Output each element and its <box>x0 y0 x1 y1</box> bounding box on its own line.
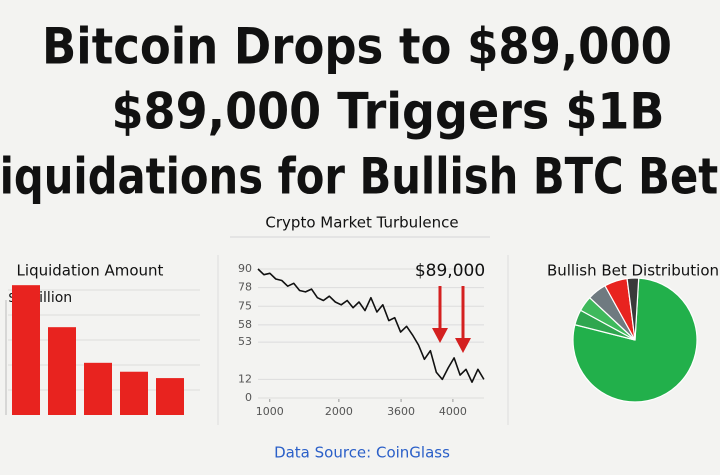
y-tick-label: 12 <box>238 372 252 385</box>
arrow-head <box>432 328 448 343</box>
x-tick-label: 4000 <box>439 405 467 418</box>
x-tick-label: 2000 <box>325 405 353 418</box>
annotation: $89,000 <box>415 261 485 281</box>
arrows <box>432 286 471 353</box>
y-tick-label: 75 <box>238 299 252 312</box>
pie-slice <box>626 277 640 341</box>
y-tick-label: 58 <box>238 318 252 331</box>
y-tick-label: 0 <box>245 391 252 404</box>
chart-title: Bullish Bet Distribution <box>547 262 719 280</box>
x-tick-label: 3600 <box>387 405 415 418</box>
bar <box>156 378 184 415</box>
headline: Bitcoin Drops to $89,000 <box>42 18 672 76</box>
bar <box>12 285 40 415</box>
y-tick-label: 90 <box>238 262 252 275</box>
source: Data Source: CoinGlass <box>274 444 450 462</box>
headline: Liquidations for Bullish BTC Bets <box>0 148 720 206</box>
arrow-head <box>455 338 471 353</box>
bar <box>48 327 76 415</box>
x-tick-label: 1000 <box>256 405 284 418</box>
y-tick-label: 78 <box>238 281 252 294</box>
price-line <box>257 268 485 383</box>
subtitle: Crypto Market Turbulence <box>265 214 458 232</box>
headline: $89,000 Triggers $1B <box>112 83 665 141</box>
bar <box>84 362 112 415</box>
y-tick-label: 53 <box>238 335 252 348</box>
bar <box>120 371 148 415</box>
chart-title: Liquidation Amount <box>17 262 164 280</box>
